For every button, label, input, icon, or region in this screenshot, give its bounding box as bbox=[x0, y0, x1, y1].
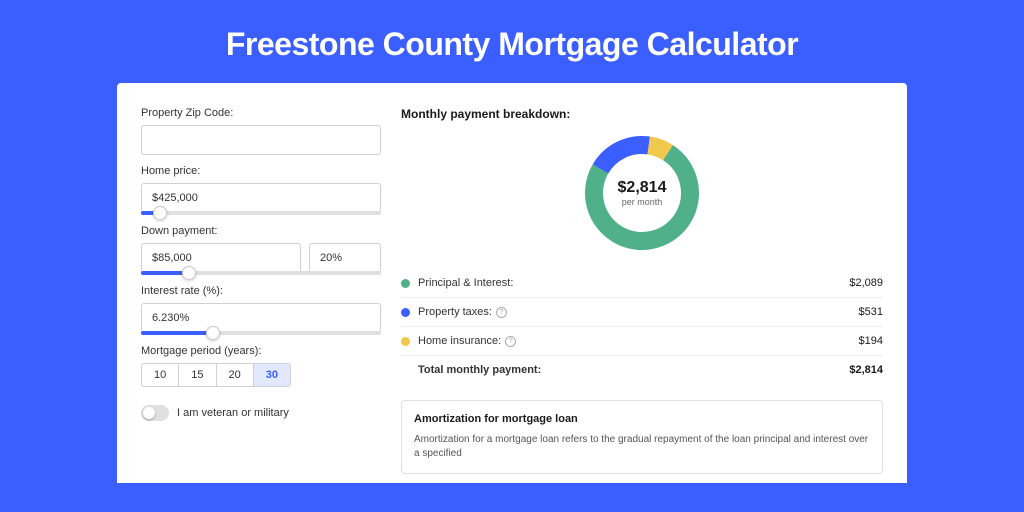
period-button-15[interactable]: 15 bbox=[179, 363, 216, 387]
home-price-slider[interactable] bbox=[141, 211, 381, 215]
legend-total-row: Total monthly payment:$2,814 bbox=[401, 356, 883, 384]
legend: Principal & Interest:$2,089Property taxe… bbox=[401, 269, 883, 384]
toggle-knob bbox=[143, 407, 155, 419]
down-payment-slider[interactable] bbox=[141, 271, 381, 275]
breakdown-column: Monthly payment breakdown: $2,814 per mo… bbox=[401, 107, 883, 459]
donut-center-value: $2,814 bbox=[618, 179, 667, 197]
mortgage-period-label: Mortgage period (years): bbox=[141, 345, 381, 357]
veteran-label: I am veteran or military bbox=[177, 407, 289, 419]
down-payment-label: Down payment: bbox=[141, 225, 381, 237]
mortgage-period-group: 10152030 bbox=[141, 363, 381, 387]
zip-label: Property Zip Code: bbox=[141, 107, 381, 119]
veteran-toggle[interactable] bbox=[141, 405, 169, 421]
donut-center-sub: per month bbox=[622, 197, 663, 207]
breakdown-title: Monthly payment breakdown: bbox=[401, 107, 883, 121]
donut-chart: $2,814 per month bbox=[582, 133, 702, 253]
inputs-column: Property Zip Code: Home price: Down paym… bbox=[141, 107, 381, 459]
legend-row: Property taxes:?$531 bbox=[401, 298, 883, 327]
period-button-10[interactable]: 10 bbox=[141, 363, 179, 387]
home-price-label: Home price: bbox=[141, 165, 381, 177]
info-icon[interactable]: ? bbox=[505, 336, 516, 347]
down-payment-input[interactable] bbox=[141, 243, 301, 273]
interest-rate-slider[interactable] bbox=[141, 331, 381, 335]
legend-dot bbox=[401, 308, 410, 317]
legend-dot bbox=[401, 337, 410, 346]
legend-amount: $194 bbox=[859, 335, 883, 347]
page-root: Freestone County Mortgage Calculator Pro… bbox=[0, 0, 1024, 512]
legend-row: Home insurance:?$194 bbox=[401, 327, 883, 356]
period-button-20[interactable]: 20 bbox=[217, 363, 254, 387]
legend-label: Home insurance:? bbox=[418, 335, 859, 347]
legend-total-amount: $2,814 bbox=[849, 364, 883, 376]
home-price-input[interactable] bbox=[141, 183, 381, 213]
page-title: Freestone County Mortgage Calculator bbox=[0, 0, 1024, 83]
calculator-panel: Property Zip Code: Home price: Down paym… bbox=[117, 83, 907, 483]
period-button-30[interactable]: 30 bbox=[254, 363, 291, 387]
donut-chart-wrap: $2,814 per month bbox=[401, 133, 883, 253]
legend-dot bbox=[401, 279, 410, 288]
slider-thumb[interactable] bbox=[206, 326, 220, 340]
legend-amount: $531 bbox=[859, 306, 883, 318]
legend-row: Principal & Interest:$2,089 bbox=[401, 269, 883, 298]
interest-rate-label: Interest rate (%): bbox=[141, 285, 381, 297]
legend-total-label: Total monthly payment: bbox=[418, 364, 849, 376]
down-payment-pct-input[interactable] bbox=[309, 243, 381, 273]
amortization-title: Amortization for mortgage loan bbox=[414, 413, 870, 425]
interest-rate-input[interactable] bbox=[141, 303, 381, 333]
slider-thumb[interactable] bbox=[153, 206, 167, 220]
slider-thumb[interactable] bbox=[182, 266, 196, 280]
legend-label: Principal & Interest: bbox=[418, 277, 849, 289]
info-icon[interactable]: ? bbox=[496, 307, 507, 318]
zip-input[interactable] bbox=[141, 125, 381, 155]
legend-amount: $2,089 bbox=[849, 277, 883, 289]
legend-label: Property taxes:? bbox=[418, 306, 859, 318]
amortization-text: Amortization for a mortgage loan refers … bbox=[414, 433, 870, 461]
amortization-card: Amortization for mortgage loan Amortizat… bbox=[401, 400, 883, 474]
